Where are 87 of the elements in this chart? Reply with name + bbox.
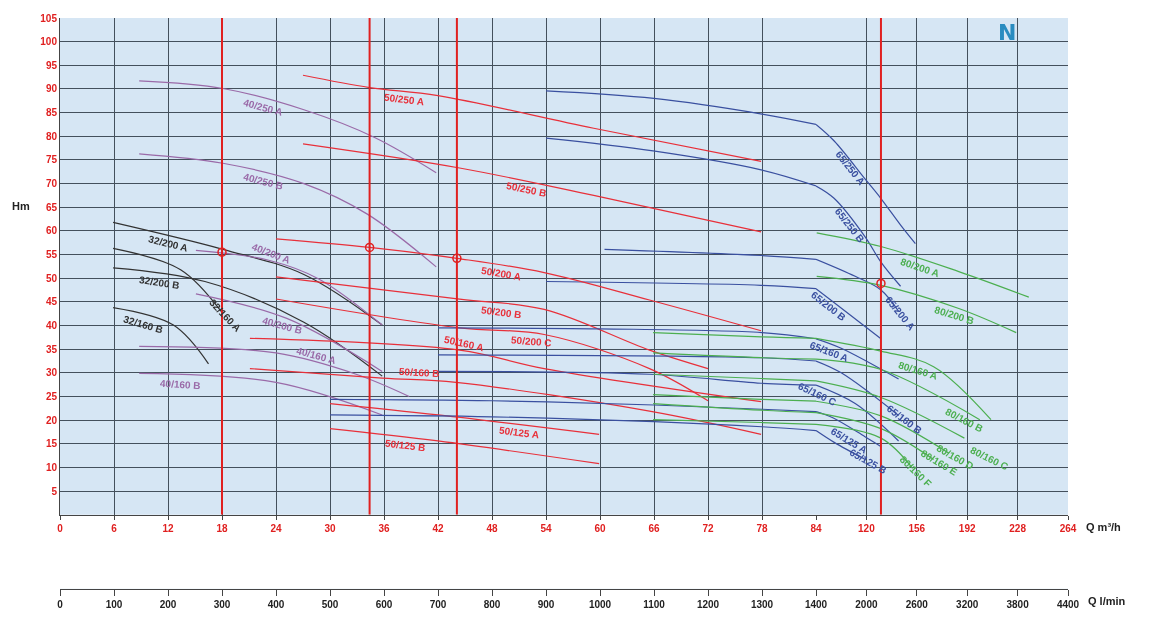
y-tick-label: 60	[45, 225, 58, 237]
x-tick-label: 156	[908, 522, 926, 534]
x2-tick-label: 1200	[696, 599, 720, 610]
text: 32/160 B	[122, 313, 165, 336]
x2-tick-label: 0	[57, 599, 64, 610]
y-tick-label: 90	[45, 83, 58, 95]
x2-tick-label: 600	[375, 599, 393, 610]
x-tick-label: 36	[378, 522, 390, 534]
x-tick-label: 84	[810, 522, 822, 534]
y-tick-label: 85	[45, 107, 58, 119]
x-axis-title: Q m³/h	[1086, 521, 1122, 533]
y-tick-label: 55	[45, 249, 58, 261]
x2-tick-label: 700	[429, 599, 447, 610]
x2-tick-label: 3200	[956, 599, 979, 610]
x2-tick-label: 3800	[1006, 599, 1030, 610]
y-tick-label: 45	[45, 296, 58, 308]
x-tick-label: 72	[702, 522, 714, 534]
y-tick-label: 50	[45, 272, 58, 284]
x-tick-label: 228	[1009, 522, 1027, 534]
x2-tick-label: 2600	[905, 599, 929, 610]
y-tick-label: 70	[45, 178, 58, 190]
x2-tick-label: 1000	[588, 599, 612, 610]
x2-tick-label: 300	[213, 599, 231, 610]
y-tick-label: 100	[40, 36, 58, 48]
text: 32/200 B	[138, 274, 181, 292]
y-tick-label: 40	[45, 320, 58, 332]
text: 40/250 B	[242, 171, 285, 192]
y-tick-label: 75	[45, 154, 58, 166]
text: 50/200 B	[480, 304, 523, 321]
text: 32/200 A	[147, 233, 190, 254]
y-tick-label: 80	[45, 130, 58, 142]
x-tick-label: 12	[162, 522, 174, 534]
text: 80/200 B	[933, 304, 976, 327]
annotation: N	[998, 20, 1017, 45]
text: 40/160 A	[295, 344, 337, 367]
y-axis-title: Hm	[12, 200, 30, 212]
x2-tick-label: 1300	[750, 599, 774, 610]
x2-tick-label: 1400	[804, 599, 828, 610]
x-tick-label: 42	[432, 522, 444, 534]
y-tick-label: 10	[45, 461, 58, 473]
x-tick-label: 120	[858, 522, 876, 534]
text: 50/200 A	[480, 264, 522, 283]
text: 80/200 A	[899, 256, 941, 280]
x-tick-label: 24	[270, 522, 282, 534]
x2-tick-label: 800	[483, 599, 501, 610]
y-tick-label: 30	[45, 367, 58, 379]
x-tick-label: 54	[540, 522, 552, 534]
x-tick-label: 60	[594, 522, 606, 534]
x-tick-label: 78	[756, 522, 768, 534]
x2-tick-label: 200	[159, 599, 177, 610]
x-tick-label: 192	[958, 522, 976, 534]
x2-tick-label: 500	[321, 599, 339, 610]
text: 50/160 A	[443, 333, 485, 354]
y-tick-label: 35	[45, 343, 58, 355]
x2-tick-label: 2000	[855, 599, 878, 610]
series-label: 50/200 C	[510, 334, 552, 349]
text: 40/200 A	[250, 241, 292, 266]
x2-tick-label: 100	[105, 599, 123, 610]
x2-tick-label: 400	[267, 599, 285, 610]
x2-tick-label: 1100	[643, 599, 666, 610]
y-tick-label: 5	[51, 485, 58, 497]
x-tick-label: 48	[486, 522, 498, 534]
y-tick-label: 20	[45, 414, 58, 426]
x-tick-label: 0	[57, 522, 64, 534]
y-tick-label: 15	[45, 438, 58, 450]
x-tick-label: 264	[1059, 522, 1077, 534]
x-tick-label: 18	[216, 522, 228, 534]
text: 40/250 A	[242, 96, 284, 118]
x2-tick-label: 900	[537, 599, 555, 610]
text: 50/125 B	[384, 437, 427, 454]
text: 80/160 A	[897, 359, 939, 382]
text: 40/200 B	[261, 314, 304, 337]
x2-axis-title: Q l/min	[1088, 595, 1126, 607]
text: 65/160 A	[808, 339, 850, 364]
series-label: 50/160 B	[398, 365, 440, 380]
y-tick-label: 95	[45, 59, 58, 71]
y-tick-label: 65	[45, 201, 58, 213]
text: 50/125 A	[498, 424, 540, 441]
x-tick-label: 66	[648, 522, 660, 534]
x-tick-label: 6	[111, 522, 118, 534]
y-tick-label: 25	[45, 390, 58, 402]
y-tick-label: 105	[40, 12, 58, 24]
series-label: 40/160 B	[159, 377, 201, 392]
text: 50/250 A	[383, 91, 425, 108]
x2-tick-label: 4400	[1056, 599, 1080, 610]
text: 50/250 B	[505, 179, 548, 199]
x-tick-label: 30	[324, 522, 336, 534]
